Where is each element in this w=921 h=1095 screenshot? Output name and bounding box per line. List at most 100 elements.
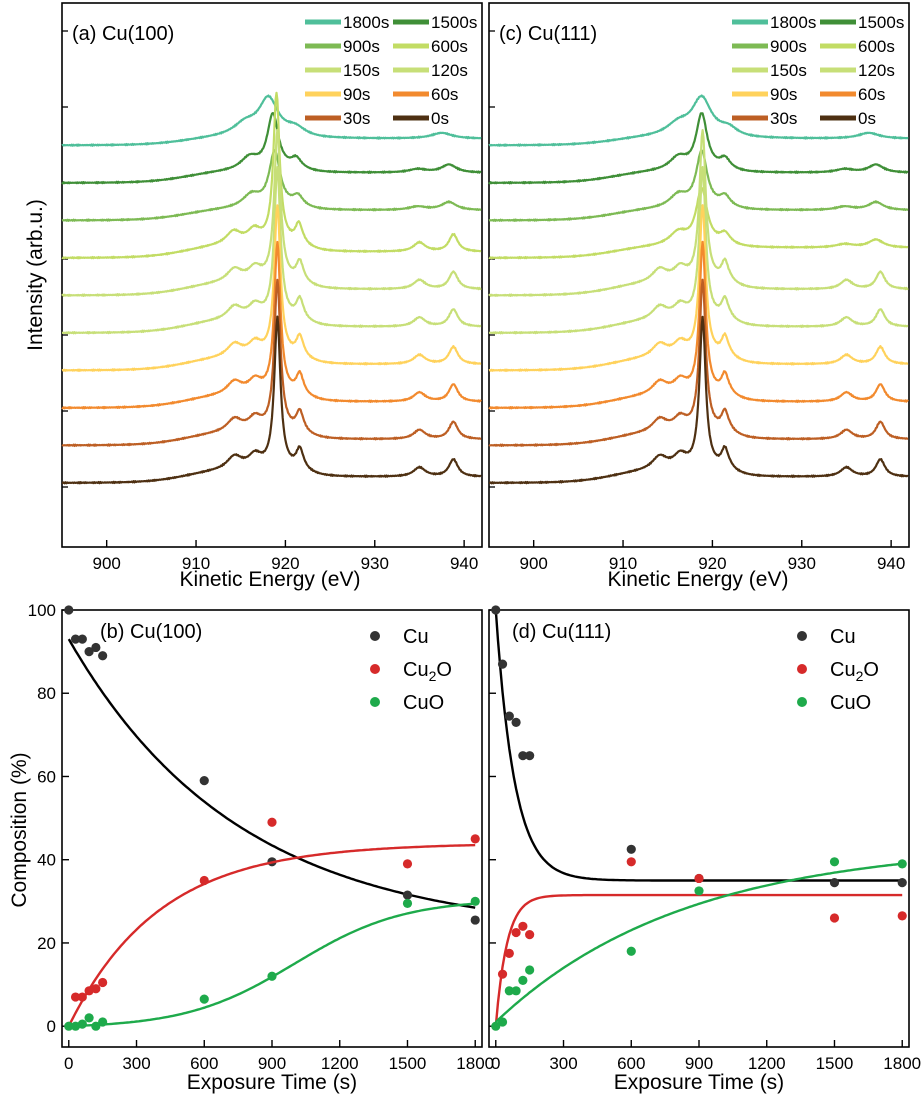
spectrum-c-90s	[488, 204, 909, 372]
panel-d-xtick-label: 0	[491, 1054, 500, 1073]
point-b-Cu2O	[470, 834, 480, 844]
point-d-Cu	[518, 751, 528, 761]
point-b-CuO	[98, 1017, 108, 1027]
point-b-Cu2O	[77, 992, 87, 1002]
legend-b-cuo-label: CuO	[403, 692, 444, 714]
legend-layer: 1800s 1500s 900s 600s 150s 120s 90s 60s 30s 0s 180…	[305, 13, 904, 128]
point-b-CuO	[64, 1021, 74, 1031]
legend-c-label-60s: 60s	[858, 85, 885, 104]
legend-d-cu2o-marker	[797, 664, 807, 674]
panel-b-ytick-label: 60	[37, 767, 56, 786]
spectrum-a-900s	[61, 149, 482, 222]
point-d-Cu2O	[694, 873, 704, 884]
legend-b-cu2o-label: Cu2O	[403, 659, 452, 684]
legend-a-label-150s: 150s	[343, 61, 380, 80]
point-b-Cu	[70, 634, 81, 644]
panel-b-xtick-label: 1500	[389, 1054, 427, 1073]
panel-b-xtick-label: 900	[258, 1054, 286, 1073]
spectrum-a-90s	[61, 204, 482, 372]
point-b-CuO	[77, 1019, 87, 1029]
panel-b-xtick-label: 1800	[456, 1054, 494, 1073]
point-b-Cu2O	[199, 875, 209, 886]
point-d-CuO	[511, 986, 521, 996]
panel-a-ylabel: Intensity (arb.u.)	[24, 199, 47, 351]
point-b-Cu	[98, 651, 108, 661]
point-d-Cu	[525, 751, 535, 761]
panel-b-xtick-label: 300	[122, 1054, 150, 1073]
panel-a-xtick-label: 920	[271, 554, 299, 573]
panel-b-ytick-label: 80	[37, 684, 56, 703]
legend-a-label-1500s: 1500s	[431, 13, 477, 32]
panel-a-title: (a) Cu(100)	[72, 23, 174, 45]
point-b-Cu2O	[70, 992, 81, 1002]
panel-b-xlabel: Exposure Time (s)	[187, 1071, 357, 1094]
panel-c-frame	[488, 2, 910, 548]
panel-b-xtick-label: 0	[64, 1054, 73, 1073]
panel-b-ytick-label: 100	[28, 601, 56, 620]
point-d-Cu	[829, 878, 840, 888]
legend-a-label-900s: 900s	[343, 37, 380, 56]
spectrum-c-60s	[488, 240, 909, 410]
point-d-CuO	[829, 857, 840, 867]
panel-c-xtick-label: 900	[519, 554, 547, 573]
panel-a-xtick-label: 910	[182, 554, 210, 573]
legend-a-label-600s: 600s	[431, 37, 468, 56]
legend-c-label-600s: 600s	[858, 37, 895, 56]
legend-c-label-900s: 900s	[770, 37, 807, 56]
panel-b-xtick-label: 1200	[321, 1054, 359, 1073]
panel-d-xtick-label: 300	[549, 1054, 577, 1073]
point-b-Cu	[470, 915, 480, 925]
panel-b-xtick-label: 600	[190, 1054, 218, 1073]
legend-c-label-1500s: 1500s	[858, 13, 904, 32]
legend-c-label-150s: 150s	[770, 61, 807, 80]
point-b-Cu2O	[267, 817, 277, 827]
legend-b-cuo-marker	[370, 697, 380, 707]
spectrum-c-1800s	[488, 94, 909, 147]
panel-c-xtick-label: 910	[609, 554, 637, 573]
legend-d-cuo-label: CuO	[830, 692, 871, 714]
panel-d-xtick-label: 1800	[883, 1054, 921, 1073]
panel-b-ytick-label: 20	[37, 934, 56, 953]
spectrum-a-120s	[61, 166, 482, 335]
point-d-Cu	[497, 659, 508, 669]
point-d-Cu2O	[497, 969, 508, 979]
fit-d-Cu2O	[494, 893, 903, 1027]
panel-c-xtick-label: 920	[698, 554, 726, 573]
point-d-Cu2O	[504, 948, 514, 958]
legend-d-cu-marker	[797, 631, 807, 641]
point-d-CuO	[497, 1017, 508, 1027]
legend-d-cu2o-label: Cu2O	[830, 659, 879, 684]
spectrum-c-150s	[488, 129, 909, 297]
spectrum-a-60s	[61, 240, 482, 410]
panel-a-xtick-label: 930	[361, 554, 389, 573]
legend-c-label-1800s: 1800s	[770, 13, 816, 32]
panel-c-xtick-label: 930	[788, 554, 816, 573]
panel-d-xtick-label: 600	[617, 1054, 645, 1073]
legend-c-label-120s: 120s	[858, 61, 895, 80]
point-d-CuO	[504, 986, 514, 996]
point-d-CuO	[897, 859, 907, 869]
point-b-Cu	[84, 647, 94, 657]
panel-c-title: (c) Cu(111)	[499, 23, 597, 45]
spectrum-c-30s	[488, 278, 909, 447]
point-d-Cu	[491, 605, 501, 615]
point-d-Cu	[511, 717, 521, 727]
point-b-CuO	[470, 896, 480, 906]
legend-d-cuo-marker	[797, 697, 807, 707]
panel-a-xtick-label: 900	[92, 554, 120, 573]
legend-b-cu2o-marker	[370, 664, 380, 674]
spectrum-a-150s	[61, 128, 482, 297]
panel-a-xlabel: Kinetic Energy (eV)	[180, 568, 361, 591]
point-d-CuO	[491, 1021, 501, 1031]
spectrum-a-1500s	[61, 112, 482, 185]
panel-d-xtick-label: 1500	[816, 1054, 854, 1073]
point-b-Cu2O	[402, 859, 413, 869]
point-d-CuO	[518, 975, 528, 986]
fit-b-Cu2O	[67, 843, 476, 1027]
legend-b-cu-label: Cu	[403, 626, 429, 648]
point-d-CuO	[694, 886, 704, 896]
spectrum-a-30s	[61, 278, 482, 447]
spectrum-a-600s	[61, 91, 482, 260]
legend-a-label-1800s: 1800s	[343, 13, 389, 32]
